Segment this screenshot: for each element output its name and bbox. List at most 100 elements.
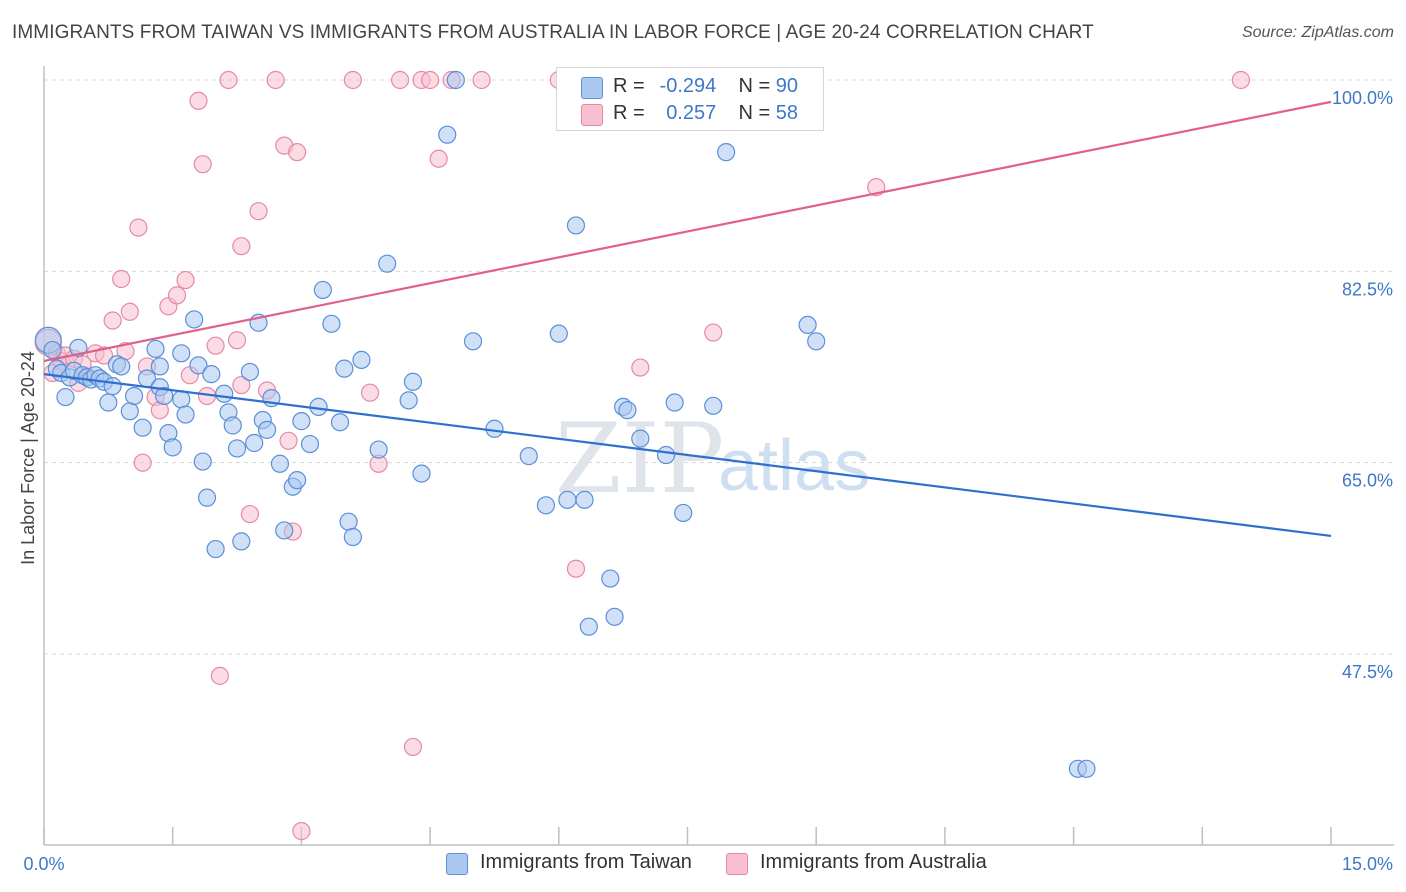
- australia-point: [232, 375, 251, 395]
- australia-point: [232, 237, 251, 256]
- australia-point: [631, 358, 650, 377]
- chart-source: Source: ZipAtlas.com: [1241, 24, 1394, 41]
- taiwan-point: [605, 607, 624, 626]
- australia-point: [421, 70, 440, 90]
- taiwan-point: [189, 356, 208, 375]
- taiwan-point: [206, 539, 225, 559]
- australia-point: [112, 269, 131, 289]
- australia-point: [266, 70, 285, 90]
- taiwan-point: [352, 350, 371, 369]
- taiwan-point: [412, 464, 431, 483]
- australia-point: [94, 346, 114, 365]
- taiwan-point: [446, 70, 465, 90]
- australia-trend-line: [43, 100, 1332, 363]
- correlation-legend: R = -0.294 N = 90 R = 0.257 N = 58: [556, 67, 824, 131]
- taiwan-point: [575, 490, 594, 509]
- taiwan-point: [343, 527, 362, 547]
- australia-point: [227, 331, 247, 350]
- taiwan-swatch: [581, 77, 603, 99]
- australia-point: [472, 70, 491, 90]
- australia-swatch: [726, 853, 748, 875]
- australia-point: [867, 178, 886, 197]
- australia-point: [403, 737, 423, 757]
- taiwan-point: [112, 357, 131, 376]
- y-tick-label: 65.0%: [1342, 471, 1393, 491]
- taiwan-point: [463, 332, 483, 351]
- legend-label-australia: Immigrants from Australia: [760, 851, 987, 873]
- taiwan-point: [103, 377, 122, 396]
- taiwan-point: [202, 365, 221, 384]
- taiwan-point: [807, 332, 826, 351]
- taiwan-point: [133, 418, 152, 437]
- taiwan-point: [227, 439, 247, 458]
- taiwan-point: [618, 401, 637, 420]
- australia-point: [219, 70, 238, 90]
- y-tick-label: 82.5%: [1342, 279, 1393, 299]
- taiwan-point: [558, 490, 577, 509]
- trend-lines: [43, 100, 1332, 538]
- y-axis-title: In Labor Force | Age 20-24: [18, 351, 38, 565]
- chart-title: IMMIGRANTS FROM TAIWAN VS IMMIGRANTS FRO…: [12, 22, 1094, 43]
- taiwan-trend-line: [43, 373, 1332, 538]
- taiwan-point: [172, 344, 191, 363]
- australia-point: [129, 218, 148, 237]
- taiwan-point: [798, 315, 817, 335]
- taiwan-point: [270, 454, 290, 473]
- taiwan-point: [193, 452, 212, 471]
- taiwan-point: [197, 488, 217, 507]
- taiwan-point: [601, 569, 620, 588]
- taiwan-point: [656, 445, 676, 465]
- x-tick-label: 0.0%: [23, 854, 64, 874]
- n-value-australia: 58: [775, 102, 798, 124]
- taiwan-point: [245, 433, 264, 453]
- australia-point: [240, 504, 260, 524]
- taiwan-point: [172, 390, 191, 409]
- australia-point: [429, 149, 448, 168]
- australia-point: [249, 202, 268, 221]
- australia-point: [360, 383, 380, 402]
- taiwan-point: [275, 521, 294, 540]
- r-value-australia: 0.257: [666, 102, 717, 124]
- r-label: R =: [613, 102, 645, 124]
- australia-point: [133, 453, 152, 472]
- taiwan-point: [399, 391, 418, 410]
- taiwan-point: [369, 440, 388, 459]
- taiwan-point: [566, 216, 586, 235]
- legend-label-taiwan: Immigrants from Taiwan: [480, 851, 692, 873]
- watermark: ZIP atlas: [555, 403, 870, 515]
- taiwan-swatch: [446, 853, 468, 875]
- taiwan-point: [378, 254, 397, 273]
- taiwan-point: [330, 413, 350, 432]
- series-legend: Immigrants from Taiwan Immigrants from A…: [0, 851, 1406, 879]
- taiwan-point: [1077, 759, 1096, 778]
- australia-point: [704, 323, 723, 342]
- australia-point: [566, 559, 586, 578]
- taiwan-point: [240, 362, 260, 382]
- taiwan-point: [300, 434, 320, 454]
- taiwan-point: [579, 617, 598, 636]
- taiwan-point: [176, 405, 195, 424]
- taiwan-point: [335, 359, 354, 378]
- taiwan-point: [223, 416, 242, 435]
- taiwan-point: [631, 429, 650, 448]
- x-tick-label: 15.0%: [1342, 854, 1393, 874]
- taiwan-point: [150, 357, 169, 376]
- taiwan-point: [56, 387, 75, 407]
- taiwan-point: [665, 393, 684, 412]
- australia-point: [343, 70, 362, 90]
- taiwan-point: [674, 503, 693, 523]
- australia-point: [1231, 70, 1251, 90]
- taiwan-point: [403, 372, 423, 391]
- taiwan-point: [322, 314, 341, 333]
- taiwan-point: [292, 412, 311, 431]
- taiwan-point: [120, 402, 139, 421]
- watermark-atlas: atlas: [718, 426, 870, 506]
- r-value-taiwan: -0.294: [659, 75, 717, 97]
- taiwan-point: [163, 438, 182, 457]
- taiwan-point: [43, 340, 62, 360]
- taiwan-point: [438, 125, 457, 144]
- taiwan-point: [185, 310, 204, 329]
- australia-point: [167, 286, 187, 305]
- y-tick-label: 47.5%: [1342, 662, 1393, 682]
